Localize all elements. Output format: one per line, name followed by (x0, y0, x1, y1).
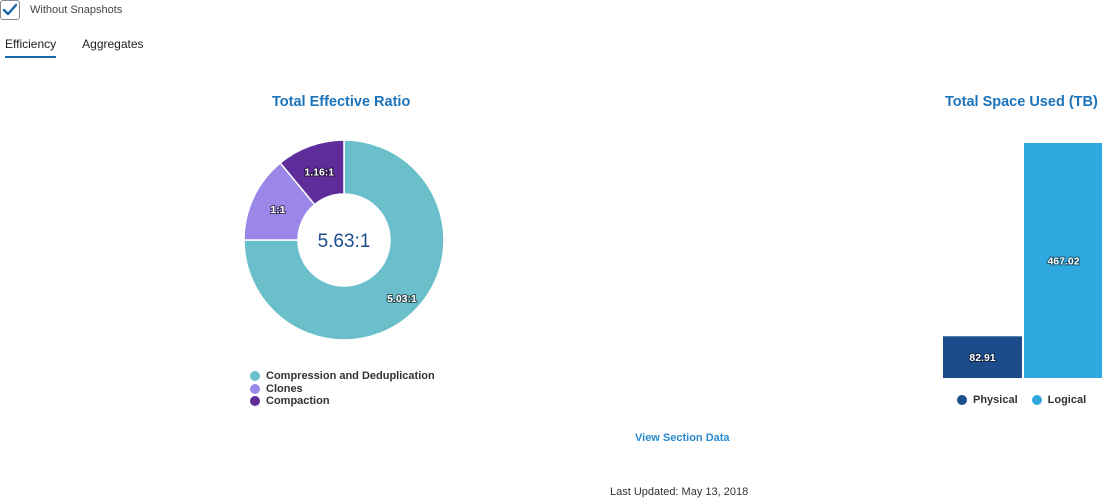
legend-dot-icon (250, 396, 260, 407)
legend-dot-icon (957, 395, 967, 406)
bar-physical[interactable] (943, 336, 1022, 378)
without-snapshots-toggle[interactable]: Without Snapshots (0, 0, 122, 20)
effective-ratio-donut: 5.03:1 1:1 1.16:1 5.63:1 (243, 139, 445, 341)
bar-value-label: 467.02 (1047, 256, 1079, 268)
tab-efficiency[interactable]: Efficiency (5, 37, 57, 58)
legend-label: Logical (1047, 394, 1087, 407)
legend-label: Compression and Deduplication (266, 370, 435, 383)
legend-label: Clones (266, 382, 303, 395)
donut-center-value: 5.63:1 (318, 231, 371, 252)
legend-item-logical[interactable]: Logical (1031, 394, 1087, 407)
legend-item-compression[interactable]: Compression and Deduplication (250, 370, 435, 383)
donut-slice[interactable] (279, 139, 345, 206)
view-section-data-link[interactable]: View Section Data (635, 432, 730, 444)
legend-label: Physical (973, 394, 1018, 407)
bar-value-label: 82.91 (969, 352, 995, 364)
without-snapshots-label: Without Snapshots (30, 4, 123, 16)
space-used-bar-chart: 82.91 467.02 (943, 143, 1102, 378)
donut-slice[interactable] (243, 139, 445, 341)
legend-item-compaction[interactable]: Compaction (250, 395, 435, 408)
effective-ratio-title: Total Effective Ratio (272, 94, 411, 110)
checkmark-icon (2, 3, 18, 16)
slice-label: 1.16:1 (304, 166, 334, 178)
slice-label: 1:1 (270, 204, 285, 216)
without-snapshots-checkbox[interactable] (0, 0, 20, 20)
tab-aggregates[interactable]: Aggregates (82, 37, 144, 51)
legend-dot-icon (1031, 395, 1042, 406)
legend-dot-icon (250, 371, 260, 382)
last-updated-text: Last Updated: May 13, 2018 (610, 486, 749, 498)
bar-logical[interactable] (1024, 143, 1102, 378)
tab-bar: Efficiency Aggregates (5, 37, 170, 58)
legend-item-physical[interactable]: Physical (957, 394, 1018, 407)
space-used-legend: Physical Logical (957, 394, 1100, 407)
slice-label: 5.03:1 (387, 293, 417, 305)
legend-item-clones[interactable]: Clones (250, 383, 435, 396)
legend-dot-icon (250, 383, 260, 394)
effective-ratio-legend: Compression and Deduplication Clones Com… (250, 370, 435, 408)
space-used-title: Total Space Used (TB) (945, 94, 1098, 110)
legend-label: Compaction (266, 395, 330, 408)
